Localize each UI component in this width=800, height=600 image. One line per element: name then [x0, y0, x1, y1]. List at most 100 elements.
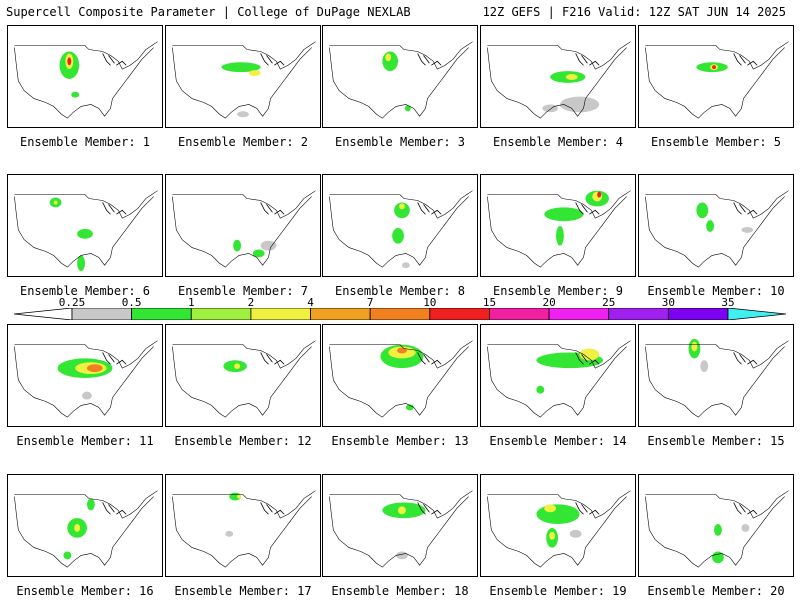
member-caption: Ensemble Member: 19: [489, 584, 627, 598]
member-caption: Ensemble Member: 4: [492, 135, 624, 149]
ensemble-member-map: [7, 25, 163, 128]
border-line: [487, 490, 631, 519]
member-caption: Ensemble Member: 12: [174, 434, 312, 448]
ensemble-member-map: [480, 174, 636, 277]
border-line: [172, 190, 316, 219]
border-line: [645, 490, 789, 519]
ensemble-member-map: [638, 474, 794, 577]
coastline: [172, 196, 312, 268]
scp-contour: [260, 240, 277, 251]
member-caption: Ensemble Member: 20: [647, 584, 785, 598]
scp-contour: [74, 524, 81, 532]
colorbar-tick-label: 20: [542, 296, 556, 309]
coastline: [329, 47, 469, 119]
member-caption: Ensemble Member: 5: [650, 135, 782, 149]
ensemble-member-map: [322, 324, 478, 427]
scp-contour: [565, 74, 578, 80]
scp-contour: [714, 524, 722, 536]
us-map: [172, 340, 316, 418]
page-title: Supercell Composite Parameter | College …: [6, 5, 411, 19]
colorbar-max-tip: [727, 308, 786, 320]
ensemble-member-map: [322, 25, 478, 128]
border-line: [14, 340, 158, 369]
us-map: [329, 190, 473, 269]
border-line: [329, 490, 473, 519]
scp-contour: [706, 220, 715, 232]
ensemble-member-map: [7, 324, 163, 427]
scp-contour: [237, 111, 249, 118]
scp-contour: [569, 529, 582, 538]
border-line: [487, 340, 631, 369]
us-map: [329, 340, 473, 418]
us-map: [172, 190, 316, 268]
colorbar-tick-label: 35: [721, 296, 735, 309]
coastline: [329, 496, 469, 568]
member-caption: Ensemble Member: 6: [19, 284, 151, 298]
scp-contour: [579, 348, 600, 361]
great-lakes: [733, 502, 758, 515]
us-map: [487, 41, 631, 119]
scp-contour: [234, 363, 241, 370]
us-map: [14, 490, 158, 568]
ensemble-member-map: [322, 474, 478, 577]
member-caption: Ensemble Member: 7: [177, 284, 309, 298]
scp-contour: [544, 207, 584, 222]
scp-contour: [248, 70, 261, 77]
ensemble-member-map: [165, 474, 321, 577]
us-map: [14, 41, 158, 119]
member-caption: Ensemble Member: 16: [16, 584, 154, 598]
scp-contour: [741, 226, 754, 233]
border-line: [14, 490, 158, 519]
colorbar-tick-label: 30: [661, 296, 675, 309]
scp-contour: [401, 262, 410, 269]
scp-contour: [394, 202, 410, 219]
coastline: [14, 496, 154, 568]
colorbar-tick-label: 0.25: [58, 296, 86, 309]
great-lakes: [733, 53, 758, 66]
scp-contour: [597, 191, 602, 198]
colorbar-min-tip: [14, 308, 73, 320]
coastline: [487, 346, 627, 418]
scp-contour: [221, 62, 261, 73]
colorbar-segment: [71, 308, 133, 320]
colorbar-tick-label: 4: [307, 296, 314, 309]
great-lakes: [417, 352, 442, 365]
scp-contour: [396, 551, 408, 560]
great-lakes: [417, 502, 442, 515]
great-lakes: [102, 202, 127, 215]
colorbar-tick-label: 15: [482, 296, 497, 309]
us-map: [487, 190, 631, 268]
border-line: [172, 340, 316, 369]
scp-contour: [536, 385, 545, 394]
scp-contour: [86, 364, 103, 373]
us-map: [329, 490, 473, 568]
coastline: [645, 196, 785, 268]
ensemble-member-map: [165, 25, 321, 128]
border-line: [329, 190, 473, 219]
colorbar-segment: [310, 308, 371, 320]
ensemble-member-map: [480, 474, 636, 577]
colorbar-segment: [608, 308, 669, 320]
great-lakes: [575, 202, 600, 215]
great-lakes: [733, 202, 758, 215]
member-caption: Ensemble Member: 10: [647, 284, 785, 298]
scp-contour: [696, 202, 709, 219]
us-map: [645, 338, 789, 418]
ensemble-member-map: [7, 474, 163, 577]
ensemble-member-map: [7, 174, 163, 277]
coastline: [172, 346, 312, 418]
scp-contour: [741, 524, 750, 532]
scp-contour: [691, 341, 698, 352]
scp-contour: [67, 57, 72, 66]
colorbar-segment: [548, 308, 610, 320]
coastline: [14, 196, 154, 268]
member-caption: Ensemble Member: 8: [334, 284, 466, 298]
border-line: [487, 190, 631, 219]
great-lakes: [733, 352, 758, 365]
ensemble-member-map: [638, 25, 794, 128]
scp-contour: [556, 225, 564, 246]
coastline: [14, 346, 154, 418]
scp-contour: [77, 255, 85, 272]
member-caption: Ensemble Member: 2: [177, 135, 309, 149]
scp-contour: [252, 249, 265, 258]
